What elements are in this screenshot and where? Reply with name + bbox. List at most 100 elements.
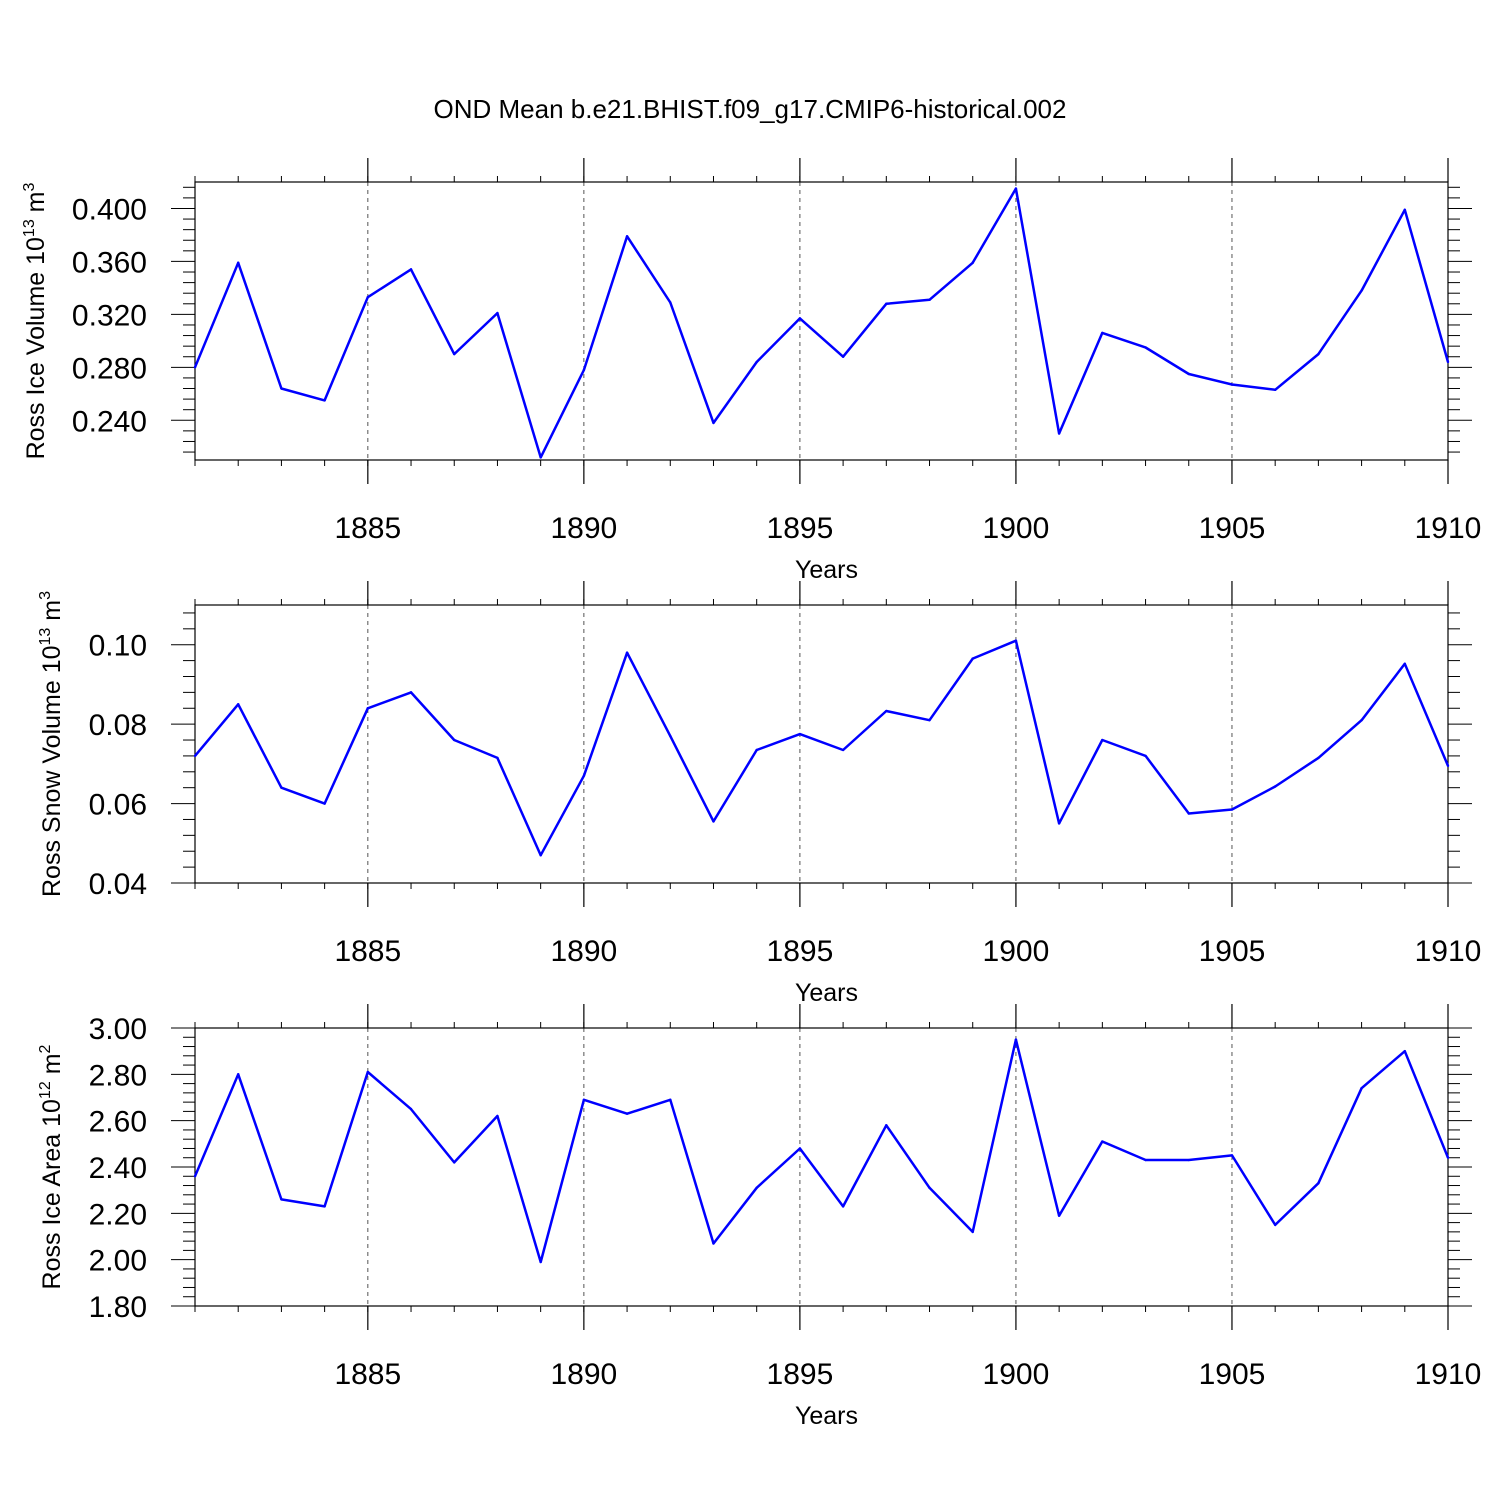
data-point-1890 <box>582 368 586 372</box>
y-tick-label-0.240: 0.240 <box>72 405 147 438</box>
y-tick-label-2.00: 2.00 <box>89 1245 147 1278</box>
data-point-1908 <box>1360 718 1363 722</box>
x-axis-title: Years <box>795 1402 858 1430</box>
x-tick-label-1890: 1890 <box>550 512 617 545</box>
y-axis-title: Ross Ice Volume 1013 m3 <box>21 182 50 459</box>
data-point-1905 <box>1230 1154 1234 1157</box>
y-tick-label-0.06: 0.06 <box>89 789 147 822</box>
plot-frame <box>194 1027 1449 1307</box>
data-point-1887 <box>453 352 456 356</box>
data-point-1896 <box>841 748 845 752</box>
x-tick-label-1905: 1905 <box>1199 512 1266 545</box>
data-point-1881 <box>193 366 197 369</box>
data-point-1906 <box>1273 388 1277 392</box>
data-point-1898 <box>928 298 931 302</box>
x-tick-label-1890: 1890 <box>550 935 617 968</box>
y-tick-label-2.40: 2.40 <box>89 1152 147 1185</box>
data-point-1906 <box>1273 785 1277 788</box>
series-line-ross-snow-volume <box>194 639 1450 857</box>
x-tick-label-1885: 1885 <box>334 1358 401 1391</box>
data-point-1885 <box>366 707 370 710</box>
data-point-1901 <box>1057 822 1061 825</box>
data-point-1896 <box>841 1205 845 1208</box>
y-axis-title: Ross Snow Volume 1013 m3 <box>37 591 66 897</box>
y-tick-label-0.08: 0.08 <box>89 709 147 742</box>
data-point-1892 <box>669 301 672 304</box>
plot-frame <box>194 604 1449 884</box>
data-point-1881 <box>193 754 197 758</box>
data-point-1894 <box>755 748 758 752</box>
data-point-1889 <box>539 1260 542 1264</box>
data-point-1890 <box>582 1098 586 1102</box>
data-point-1891 <box>625 651 629 654</box>
data-point-1899 <box>971 1230 974 1234</box>
data-point-1903 <box>1144 754 1147 758</box>
data-point-1882 <box>237 1073 240 1076</box>
panel-ross-snow-volume: 1885 1890 1895 1900 1905 1910 0.04 0.06 0.08 0.10… <box>37 581 1481 1007</box>
data-point-1888 <box>496 756 499 760</box>
data-point-1883 <box>280 786 283 789</box>
data-point-1904 <box>1187 372 1190 376</box>
data-point-1882 <box>237 261 240 264</box>
y-axis-title: Ross Ice Area 1012 m2 <box>37 1044 66 1289</box>
data-point-1898 <box>928 1186 931 1190</box>
data-point-1884 <box>323 399 326 402</box>
x-tick-label-1895: 1895 <box>767 935 834 968</box>
data-point-1891 <box>625 1112 629 1115</box>
data-point-1900 <box>1014 187 1018 190</box>
data-point-1895 <box>798 317 802 320</box>
data-point-1910 <box>1446 360 1450 364</box>
data-point-1886 <box>409 1107 413 1111</box>
data-point-1908 <box>1360 1087 1363 1090</box>
data-point-1882 <box>237 703 240 706</box>
x-tick-label-1890: 1890 <box>550 1358 617 1391</box>
x-tick-label-1900: 1900 <box>983 512 1050 545</box>
data-point-1910 <box>1446 1156 1450 1159</box>
data-point-1902 <box>1101 331 1104 335</box>
x-axis-title: Years <box>795 979 858 1007</box>
data-point-1897 <box>885 302 888 305</box>
data-point-1907 <box>1317 352 1320 356</box>
data-point-1889 <box>539 456 542 459</box>
panel-ross-ice-volume: 1885 1890 1895 1900 1905 1910 0.240 0.280 0.320 0… <box>21 158 1481 584</box>
plot-frame <box>194 181 1449 461</box>
data-point-1902 <box>1101 1140 1104 1143</box>
data-point-1901 <box>1057 1214 1061 1217</box>
data-point-1909 <box>1403 1049 1406 1053</box>
data-point-1893 <box>712 421 715 425</box>
data-point-1894 <box>755 360 758 364</box>
y-tick-label-0.360: 0.360 <box>72 246 147 279</box>
data-point-1904 <box>1187 812 1190 815</box>
x-tick-label-1905: 1905 <box>1199 1358 1266 1391</box>
data-point-1883 <box>280 1198 283 1201</box>
data-point-1892 <box>669 1098 672 1102</box>
data-point-1884 <box>323 802 326 805</box>
x-tick-label-1910: 1910 <box>1415 1358 1482 1391</box>
data-point-1897 <box>885 709 888 713</box>
data-point-1905 <box>1230 383 1234 386</box>
chart-title: OND Mean b.e21.BHIST.f09_g17.CMIP6-histo… <box>434 94 1067 124</box>
y-tick-label-0.280: 0.280 <box>72 352 147 385</box>
panel-ross-ice-area: 1885 1890 1895 1900 1905 1910 1.80 2.00 2.20 2.40… <box>37 1004 1481 1430</box>
data-point-1905 <box>1230 808 1234 811</box>
data-point-1904 <box>1187 1158 1190 1162</box>
x-tick-label-1885: 1885 <box>334 935 401 968</box>
data-point-1895 <box>798 732 802 736</box>
data-point-1895 <box>798 1147 802 1150</box>
data-point-1881 <box>193 1175 197 1178</box>
data-point-1892 <box>669 734 672 738</box>
data-point-1906 <box>1273 1223 1277 1227</box>
data-point-1896 <box>841 355 845 358</box>
data-point-1885 <box>366 295 370 299</box>
data-point-1891 <box>625 235 629 238</box>
x-tick-label-1895: 1895 <box>767 512 834 545</box>
data-point-1897 <box>885 1124 888 1127</box>
x-tick-label-1905: 1905 <box>1199 935 1266 968</box>
series-line-ross-ice-area <box>193 1038 1450 1264</box>
x-tick-label-1900: 1900 <box>983 1358 1050 1391</box>
y-tick-label-0.04: 0.04 <box>89 868 147 901</box>
data-point-1887 <box>453 738 456 742</box>
x-axis-title: Years <box>795 556 858 584</box>
